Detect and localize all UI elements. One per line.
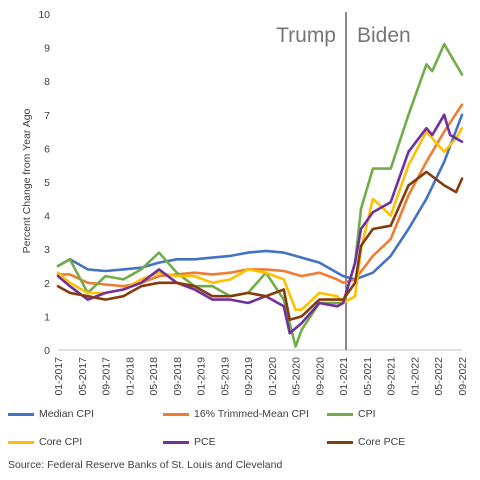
y-tick-label: 5 <box>44 177 50 189</box>
legend-item-trimmed-mean-cpi: 16% Trimmed-Mean CPI <box>163 406 309 422</box>
legend: Median CPI 16% Trimmed-Mean CPI CPI Core… <box>0 405 480 453</box>
legend-item-pce: PCE <box>163 434 216 450</box>
y-tick-labels: 0 1 2 3 4 5 6 7 8 9 10 <box>38 9 50 357</box>
legend-item-cpi: CPI <box>327 406 376 422</box>
series-line-core-cpi <box>56 126 464 311</box>
x-tick-label: 05-2017 <box>77 357 89 396</box>
legend-label: Median CPI <box>39 408 94 420</box>
x-tick-labels: 01-2017 05-2017 09-2017 01-2018 05-2018 09-20… <box>53 357 469 396</box>
x-tick-label: 09-2018 <box>172 357 184 396</box>
legend-item-core-pce: Core PCE <box>327 434 405 450</box>
series-line-median-cpi <box>56 113 464 281</box>
y-tick-label: 3 <box>44 244 50 256</box>
y-tick-label: 10 <box>38 9 50 21</box>
series-line-pce <box>56 113 464 335</box>
x-tick-label: 01-2017 <box>53 357 65 396</box>
x-tick-label: 01-2022 <box>409 357 421 396</box>
y-tick-label: 7 <box>44 110 50 122</box>
y-axis-label: Percent Change from Year Ago <box>21 108 33 253</box>
legend-label: 16% Trimmed-Mean CPI <box>194 408 309 420</box>
legend-label: Core CPI <box>39 436 83 448</box>
legend-swatch <box>327 412 353 416</box>
series-line-16-trimmed-mean-cpi <box>56 103 464 288</box>
y-tick-label: 8 <box>44 76 50 88</box>
y-tick-label: 0 <box>44 345 50 357</box>
x-tick-label: 01-2018 <box>124 357 136 396</box>
x-tick-label: 09-2020 <box>314 357 326 396</box>
legend-label: CPI <box>358 408 376 420</box>
legend-item-median-cpi: Median CPI <box>8 406 94 422</box>
biden-label: Biden <box>357 24 411 47</box>
x-tick-label: 05-2020 <box>291 357 303 396</box>
x-tick-label: 05-2019 <box>219 357 231 396</box>
x-tick-label: 09-2017 <box>101 357 113 396</box>
y-tick-label: 6 <box>44 143 50 155</box>
x-tick-label: 09-2022 <box>457 357 469 396</box>
legend-item-core-cpi: Core CPI <box>8 434 82 450</box>
source-note: Source: Federal Reserve Banks of St. Lou… <box>8 459 283 471</box>
y-tick-label: 1 <box>44 311 50 323</box>
series-line-core-pce <box>56 170 464 322</box>
x-tick-label: 09-2019 <box>243 357 255 396</box>
legend-swatch <box>163 440 189 444</box>
legend-swatch <box>327 440 353 444</box>
legend-label: PCE <box>194 436 216 448</box>
x-tick-label: 05-2022 <box>433 357 445 396</box>
legend-swatch <box>163 412 189 416</box>
legend-swatch <box>8 412 34 416</box>
x-tick-label: 01-2020 <box>267 357 279 396</box>
x-tick-label: 05-2018 <box>148 357 160 396</box>
trump-label: Trump <box>276 24 336 47</box>
x-tick-label: 01-2021 <box>338 357 350 396</box>
legend-swatch <box>8 440 34 444</box>
y-tick-label: 4 <box>44 211 50 223</box>
series-lines <box>56 42 464 348</box>
x-tick-label: 01-2019 <box>196 357 208 396</box>
legend-label: Core PCE <box>358 436 406 448</box>
y-tick-label: 2 <box>44 278 50 290</box>
series-line-cpi <box>56 42 464 348</box>
y-tick-label: 9 <box>44 43 50 55</box>
x-tick-label: 09-2021 <box>386 357 398 396</box>
x-tick-label: 05-2021 <box>362 357 374 396</box>
